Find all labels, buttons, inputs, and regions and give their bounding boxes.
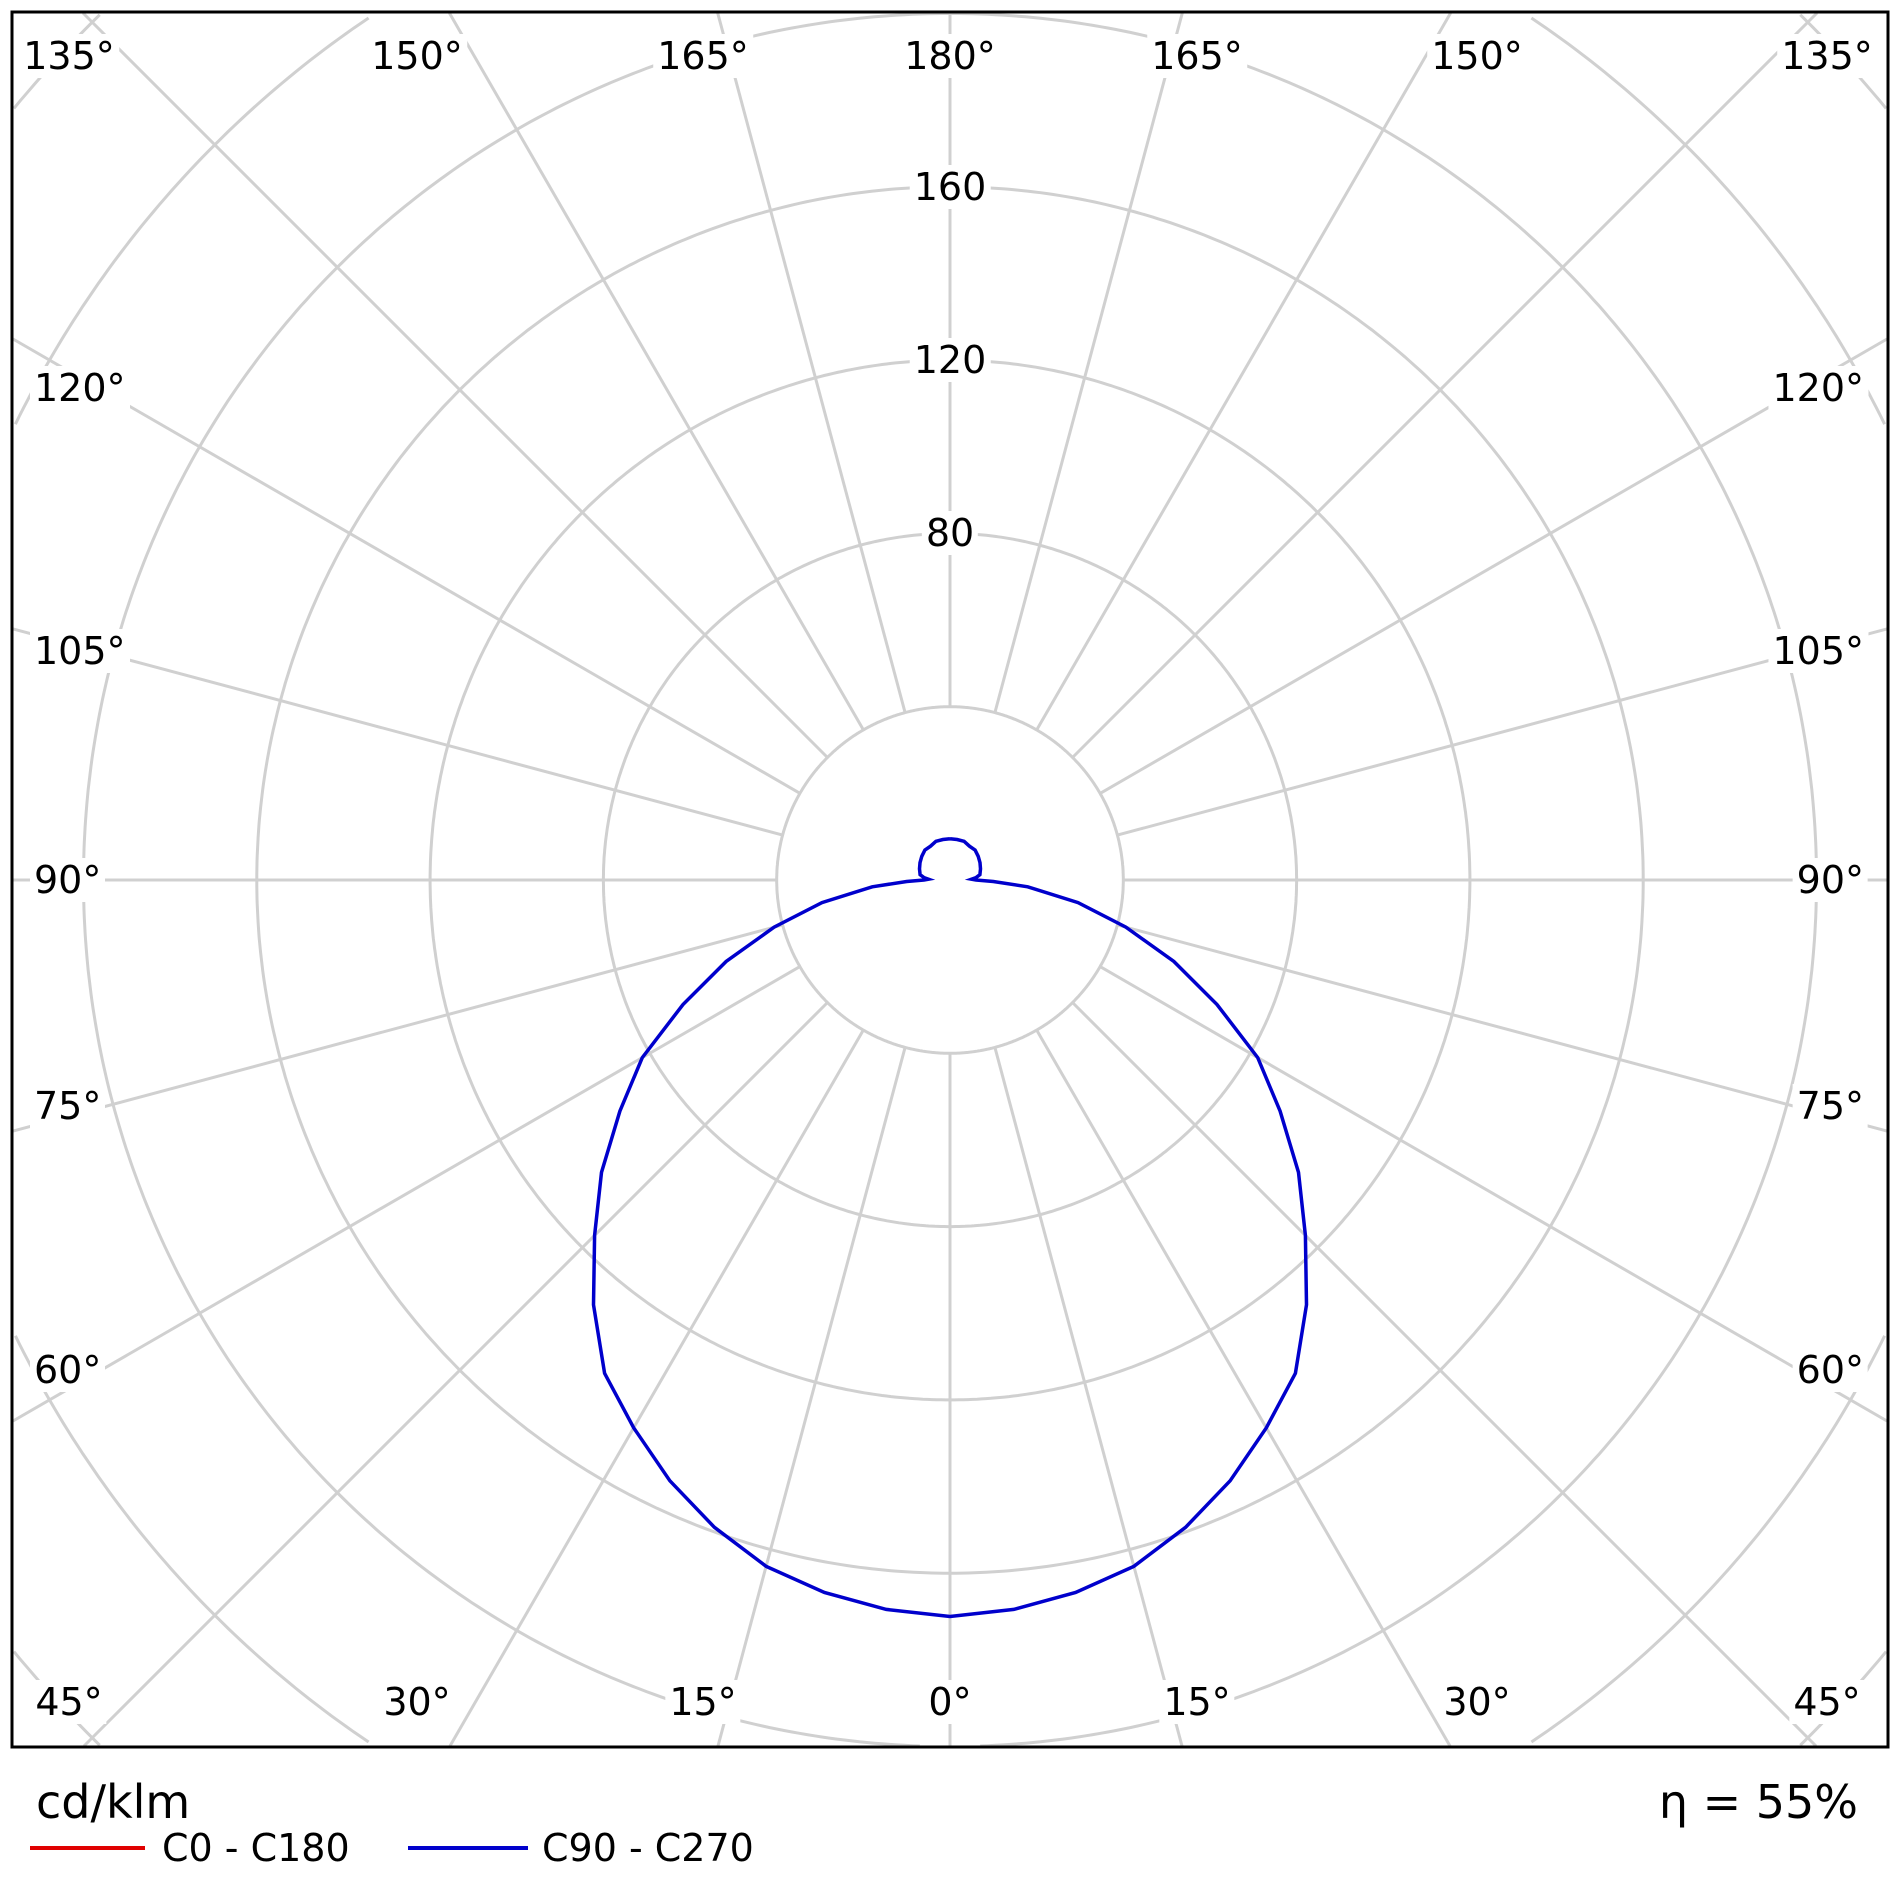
- angle-label-top: 165°: [1147, 34, 1247, 78]
- radial-gridline: [1117, 923, 1888, 1133]
- angle-label-bottom: 0°: [924, 1680, 976, 1724]
- radial-gridline: [448, 12, 865, 731]
- radial-gridline: [1071, 1001, 1818, 1748]
- radial-gridline: [12, 965, 801, 1423]
- radial-gridline: [1035, 1029, 1452, 1747]
- angle-label-right: 120°: [1768, 366, 1868, 410]
- angle-label-top: 150°: [367, 34, 467, 78]
- angle-label-left: 105°: [30, 629, 130, 673]
- curves: [591, 837, 1309, 1619]
- angle-label-left: 120°: [30, 366, 130, 410]
- radial-gridline: [1035, 12, 1452, 731]
- angle-label-right: 90°: [1792, 858, 1868, 902]
- radial-gridline: [12, 627, 783, 837]
- radial-gridline: [716, 1047, 907, 1747]
- angle-label-right: 60°: [1792, 1348, 1868, 1392]
- angle-label-bottom: 45°: [31, 1680, 107, 1724]
- radial-gridline: [1117, 627, 1888, 837]
- angle-label-top: 150°: [1427, 34, 1527, 78]
- chart-frame: [10, 10, 1890, 1749]
- angle-label-top: 135°: [19, 34, 119, 78]
- ring-gridline: [775, 705, 1125, 1055]
- radial-tick-label: 80: [921, 511, 979, 556]
- angle-label-bottom: 45°: [1789, 1680, 1865, 1724]
- radial-gridline: [1099, 965, 1888, 1423]
- legend-label-c90-c270: C90 - C270: [542, 1826, 754, 1870]
- radial-gridline: [12, 923, 783, 1133]
- angle-label-left: 60°: [30, 1348, 106, 1392]
- radial-gridline: [993, 12, 1184, 713]
- polar-grid: [12, 11, 1888, 1748]
- radial-gridline: [81, 11, 829, 759]
- angle-label-top: 165°: [653, 34, 753, 78]
- radial-tick-label: 120: [909, 338, 991, 383]
- ring-gridline: [14, 16, 1886, 1744]
- angle-label-bottom: 30°: [1439, 1680, 1515, 1724]
- radial-gridline: [12, 337, 801, 795]
- angle-label-bottom: 15°: [1159, 1680, 1235, 1724]
- radial-gridline: [716, 12, 907, 713]
- angle-label-top: 180°: [900, 34, 1000, 78]
- radial-tick-label: 160: [909, 164, 991, 209]
- radial-gridline: [82, 1001, 829, 1748]
- angle-label-left: 75°: [30, 1084, 106, 1128]
- radial-gridline: [993, 1047, 1184, 1747]
- radial-gridline: [448, 1029, 865, 1747]
- angle-label-left: 90°: [30, 858, 106, 902]
- series-curve-1: [591, 837, 1309, 1619]
- angle-label-top: 135°: [1777, 34, 1877, 78]
- efficiency-label: η = 55%: [1658, 1775, 1858, 1829]
- angle-label-right: 75°: [1792, 1084, 1868, 1128]
- legend-label-c0-c180: C0 - C180: [162, 1826, 350, 1870]
- angle-label-bottom: 15°: [665, 1680, 741, 1724]
- angle-label-bottom: 30°: [379, 1680, 455, 1724]
- unit-label: cd/klm: [36, 1775, 191, 1829]
- angle-label-right: 105°: [1768, 629, 1868, 673]
- radial-gridline: [1071, 11, 1819, 759]
- radial-gridline: [1099, 337, 1888, 795]
